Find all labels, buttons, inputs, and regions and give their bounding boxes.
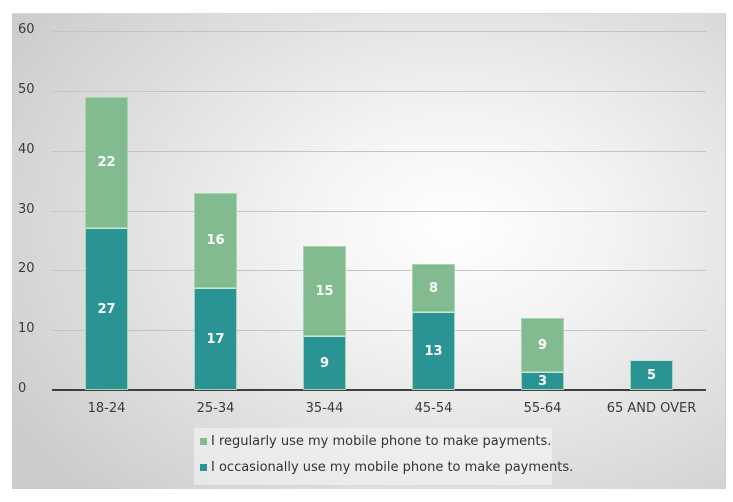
y-tick-label: 10 — [18, 321, 35, 337]
chart-frame — [12, 13, 726, 489]
gridline — [52, 151, 706, 152]
x-tick-label: 65 AND OVER — [606, 401, 697, 416]
gridline — [52, 31, 706, 32]
bar-segment-occasional: 9 — [303, 336, 346, 390]
legend-swatch-occasional — [200, 464, 207, 471]
legend-label-occasional: I occasionally use my mobile phone to ma… — [211, 460, 574, 475]
x-axis-line — [52, 389, 706, 391]
legend-swatch-regular — [200, 438, 207, 445]
x-tick-label: 45-54 — [414, 401, 453, 416]
bar-segment-regular: 8 — [412, 264, 455, 313]
bar-segment-regular: 9 — [521, 318, 564, 373]
chart-legend: I regularly use my mobile phone to make … — [194, 428, 573, 485]
x-tick-label: 18-24 — [87, 401, 126, 416]
gridline — [52, 330, 706, 331]
bar-segment-occasional: 13 — [412, 312, 455, 390]
x-tick-label: 25-34 — [196, 401, 235, 416]
y-tick-label: 30 — [18, 201, 35, 217]
y-tick-label: 60 — [18, 22, 35, 37]
gridline — [52, 270, 706, 271]
bar-segment-regular: 16 — [194, 192, 237, 289]
y-tick-label: 20 — [18, 261, 35, 277]
bar-segment-occasional: 3 — [521, 372, 564, 390]
bar-segment-occasional: 17 — [194, 288, 237, 390]
gridline — [52, 211, 706, 212]
bar-segment-occasional: 27 — [85, 228, 128, 390]
y-tick-label: 0 — [18, 381, 27, 396]
y-tick-label: 40 — [18, 141, 35, 157]
bar-segment-occasional: 5 — [630, 360, 673, 390]
x-tick-label: 55-64 — [523, 401, 562, 416]
bar-segment-regular: 15 — [303, 246, 346, 337]
legend-label-regular: I regularly use my mobile phone to make … — [211, 434, 552, 449]
bar-segment-regular: 22 — [85, 96, 128, 229]
y-tick-label: 50 — [18, 81, 35, 97]
legend-item-regular: I regularly use my mobile phone to make … — [200, 434, 551, 449]
legend-item-occasional: I occasionally use my mobile phone to ma… — [200, 460, 573, 475]
gridline — [52, 91, 706, 92]
x-tick-label: 35-44 — [305, 401, 344, 416]
